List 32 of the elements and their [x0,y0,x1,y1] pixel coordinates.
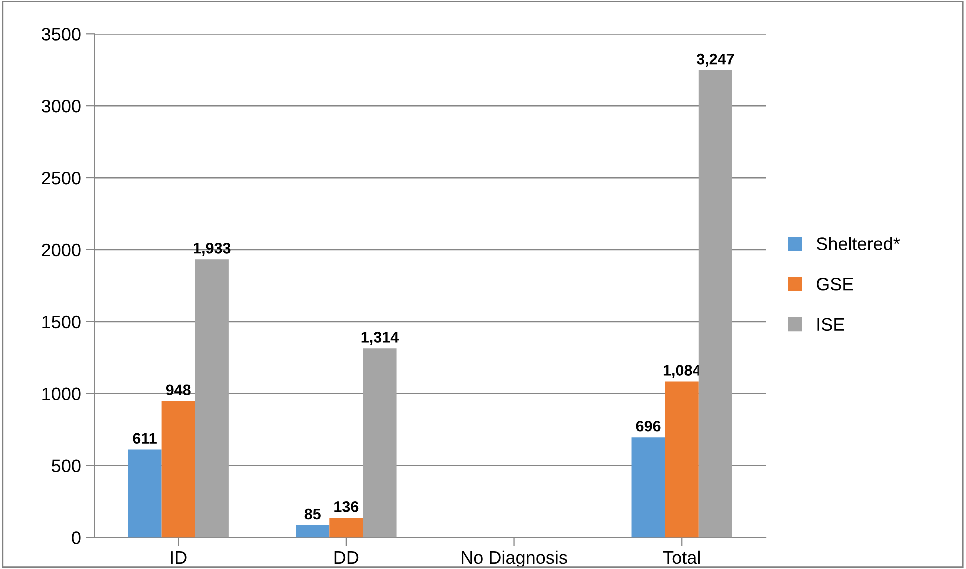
data-label: 1,314 [362,332,400,346]
bar [363,348,397,538]
bar [195,260,229,538]
bar [162,401,196,538]
x-tick-label: No Diagnosis [462,550,568,568]
legend-label: ISE [818,318,844,332]
data-label: 696 [636,420,661,432]
legend-label: GSE [816,278,854,291]
y-tick-label: 2000 [42,244,81,257]
data-label: 3,247 [696,54,734,67]
bar [128,450,162,538]
bar [330,518,364,538]
y-tick-label: 3000 [42,100,81,113]
x-tick-label: Total [663,550,700,564]
y-tick-label: 3500 [42,28,81,41]
bar [296,525,330,538]
bar [632,438,666,538]
data-label: 611 [133,433,157,444]
y-tick-label: 1000 [42,388,81,401]
legend-label: Sheltered* [816,237,900,250]
bar [698,70,732,538]
data-label: 948 [166,384,191,396]
bar [665,382,699,538]
y-tick-label: 500 [52,460,81,472]
x-tick-label: DD [334,552,359,564]
data-label: 1,933 [194,242,231,256]
data-label: 136 [334,502,359,512]
y-tick-label: 0 [72,532,81,544]
data-label: 85 [304,508,321,520]
y-tick-label: 2500 [42,172,81,185]
y-tick-label: 1500 [42,316,81,329]
x-tick-label: ID [171,552,187,564]
